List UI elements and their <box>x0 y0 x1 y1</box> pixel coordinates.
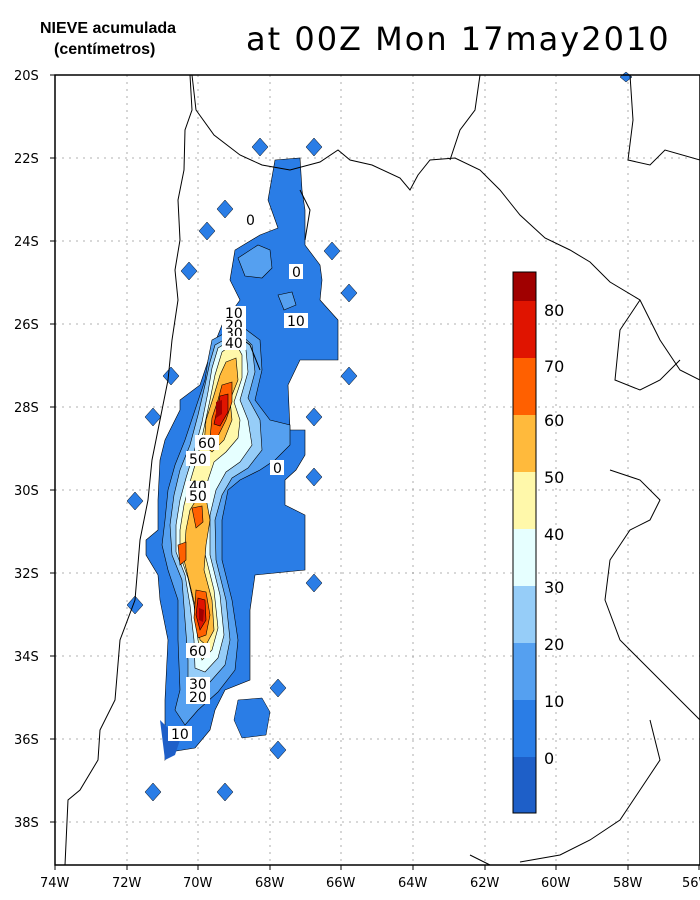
contour-labels: 0 0 0 10 10 20 30 40 60 50 40 50 60 30 2… <box>168 212 308 743</box>
y-tick-label: 22S <box>14 152 39 167</box>
y-tick-label: 32S <box>14 567 39 582</box>
country-borders <box>64 74 700 866</box>
contour-label: 10 <box>287 314 305 330</box>
colorbar-swatch <box>513 472 536 529</box>
colorbar-label: 0 <box>544 749 554 768</box>
snow-field <box>126 71 633 802</box>
contour-label: 30 <box>189 677 207 693</box>
grid <box>55 75 700 865</box>
colorbar-label: 30 <box>544 578 564 597</box>
colorbar-swatch <box>513 301 536 358</box>
x-tick-label: 66W <box>326 876 356 891</box>
colorbar-label: 80 <box>544 301 564 320</box>
map-title: NIEVE acumulada <box>40 20 177 37</box>
contour-label: 0 <box>273 461 282 477</box>
colorbar-label: 20 <box>544 635 564 654</box>
contour-label: 50 <box>189 489 207 505</box>
y-tick-label: 38S <box>14 816 39 831</box>
colorbar-label: 10 <box>544 692 564 711</box>
y-axis-labels: 20S 22S 24S 26S 28S 30S 32S 34S 36S 38S <box>14 69 39 831</box>
x-tick-label: 70W <box>183 876 213 891</box>
contour-label: 40 <box>225 336 243 352</box>
colorbar-swatch <box>513 529 536 586</box>
x-tick-label: 58W <box>613 876 643 891</box>
x-axis-labels: 74W 72W 70W 68W 66W 64W 62W 60W 58W 56W <box>40 876 700 891</box>
contour-label: 20 <box>189 690 207 706</box>
plot-area <box>55 75 700 865</box>
contour-label: 10 <box>171 727 189 743</box>
contour-label: 50 <box>189 452 207 468</box>
contour-label: 10 <box>225 306 243 322</box>
colorbar: 0 10 20 30 40 50 60 70 80 <box>512 271 564 814</box>
y-tick-label: 28S <box>14 401 39 416</box>
y-tick-label: 26S <box>14 318 39 333</box>
colorbar-swatch <box>513 757 536 813</box>
colorbar-label: 40 <box>544 525 564 544</box>
x-tick-label: 62W <box>470 876 500 891</box>
colorbar-swatch <box>513 415 536 472</box>
x-tick-label: 72W <box>112 876 142 891</box>
colorbar-label: 70 <box>544 357 564 376</box>
x-tick-label: 68W <box>255 876 285 891</box>
colorbar-swatch <box>513 700 536 757</box>
colorbar-label: 60 <box>544 411 564 430</box>
x-tick-label: 60W <box>541 876 571 891</box>
y-tick-label: 34S <box>14 650 39 665</box>
axis-ticks <box>50 74 700 870</box>
contour-label: 0 <box>246 213 255 229</box>
colorbar-swatch <box>513 586 536 643</box>
colorbar-swatch <box>513 358 536 415</box>
y-tick-label: 30S <box>14 484 39 499</box>
y-tick-label: 36S <box>14 733 39 748</box>
map-timestamp: at 00Z Mon 17may2010 <box>246 20 671 58</box>
y-tick-label: 20S <box>14 69 39 84</box>
contour-label: 60 <box>189 644 207 660</box>
colorbar-swatch <box>513 643 536 700</box>
contour-label: 0 <box>292 265 301 281</box>
y-tick-label: 24S <box>14 235 39 250</box>
x-tick-label: 64W <box>398 876 428 891</box>
plot-frame <box>54 74 700 866</box>
colorbar-label: 50 <box>544 468 564 487</box>
map-units: (centímetros) <box>54 41 156 58</box>
colorbar-swatch <box>513 272 536 301</box>
x-tick-label: 74W <box>40 876 70 891</box>
contour-label: 60 <box>198 436 216 452</box>
x-tick-label: 56W <box>682 876 700 891</box>
